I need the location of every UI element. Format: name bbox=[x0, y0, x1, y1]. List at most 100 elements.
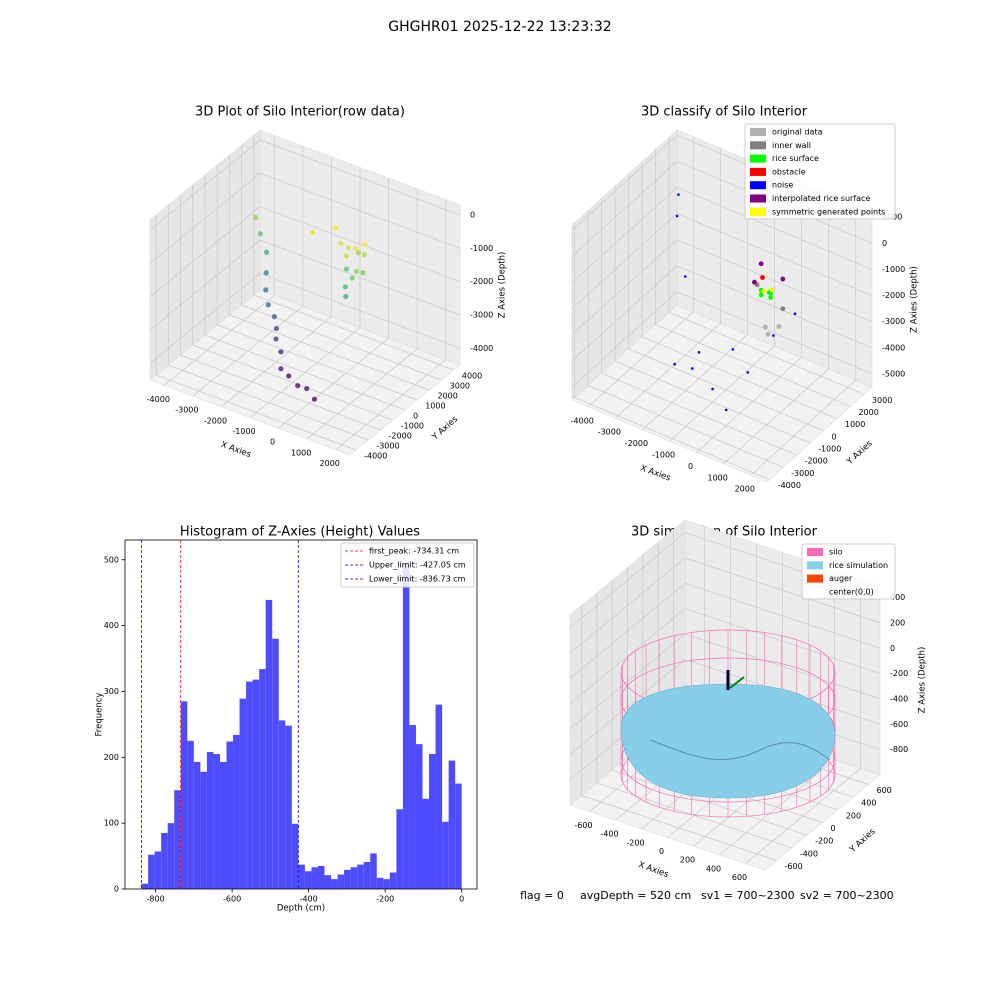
data-point bbox=[752, 279, 757, 285]
grid-line bbox=[723, 368, 829, 465]
data-point bbox=[769, 287, 775, 293]
y-tick-label: 200 bbox=[846, 811, 861, 820]
data-point bbox=[684, 275, 687, 278]
grid-line bbox=[149, 173, 261, 264]
grid-line bbox=[571, 291, 678, 388]
y-tick-label: 2000 bbox=[858, 408, 878, 417]
bar bbox=[219, 761, 227, 889]
grid-line bbox=[571, 187, 678, 283]
grid-line bbox=[155, 374, 357, 451]
legend-swatch bbox=[807, 587, 823, 596]
grid-line bbox=[588, 311, 694, 408]
data-point bbox=[776, 324, 782, 329]
x-tick-label: -3000 bbox=[175, 406, 198, 415]
grid-line bbox=[628, 348, 824, 432]
data-point bbox=[765, 331, 771, 337]
chart-title: Histogram of Z-Axies (Height) Values bbox=[180, 525, 420, 540]
chart-title: 3D classify of Silo Interior bbox=[641, 105, 808, 120]
x-tick-label: 0 bbox=[459, 895, 464, 904]
data-point bbox=[263, 287, 269, 293]
y-tick-label: 2000 bbox=[437, 392, 457, 401]
data-point bbox=[304, 385, 310, 392]
z-axis-label: Z Axies (Depth) bbox=[910, 266, 920, 333]
grid-line bbox=[180, 354, 381, 431]
bar bbox=[317, 865, 325, 889]
data-point bbox=[673, 362, 676, 366]
data-point bbox=[286, 373, 292, 379]
grid-line bbox=[259, 139, 461, 216]
x-tick-label: -200 bbox=[376, 895, 394, 904]
x-tick-label: -1000 bbox=[232, 427, 255, 436]
y-tick-label: 4000 bbox=[462, 372, 482, 381]
data-point bbox=[780, 306, 786, 312]
grid-line bbox=[259, 273, 461, 349]
z-tick-label: -3000 bbox=[470, 311, 493, 320]
x-tick-label: -3000 bbox=[598, 428, 621, 437]
data-point bbox=[342, 284, 348, 290]
bar bbox=[409, 725, 416, 889]
y-axis-label: Frequency bbox=[95, 693, 105, 737]
legend-label: symmetric generated points bbox=[772, 207, 885, 216]
z-tick-label: -800 bbox=[890, 745, 908, 754]
bar bbox=[442, 821, 449, 889]
grid-line bbox=[668, 311, 865, 395]
data-point bbox=[338, 240, 344, 247]
y-tick-label: 0 bbox=[114, 885, 119, 894]
legend-swatch bbox=[750, 128, 766, 136]
y-tick-label: 0 bbox=[413, 412, 418, 421]
data-point bbox=[761, 288, 767, 294]
z-tick-label: -4000 bbox=[882, 343, 905, 352]
bar bbox=[429, 754, 436, 889]
grid-line bbox=[168, 364, 369, 441]
bar bbox=[363, 862, 371, 889]
x-tick-label: 400 bbox=[706, 864, 721, 873]
bar bbox=[455, 783, 462, 889]
surface-model bbox=[620, 629, 836, 818]
grid-line bbox=[684, 608, 881, 674]
x-axis-label: Depth (cm) bbox=[277, 904, 325, 914]
legend-box bbox=[801, 543, 896, 600]
bar bbox=[389, 872, 397, 889]
x-tick-label: -600 bbox=[574, 821, 592, 830]
grid-line bbox=[571, 239, 678, 335]
legend-label: auger bbox=[829, 574, 853, 583]
data-point bbox=[273, 325, 280, 332]
y-tick-label: 1000 bbox=[845, 420, 865, 429]
y-tick-label: -600 bbox=[785, 862, 803, 871]
grid-line bbox=[669, 345, 775, 442]
grid-line bbox=[641, 336, 838, 419]
legend-label: noise bbox=[772, 181, 793, 190]
bar bbox=[422, 798, 430, 889]
data-point bbox=[780, 276, 786, 282]
grid-line bbox=[676, 187, 873, 270]
x-tick-label: 0 bbox=[659, 847, 664, 856]
grid-line bbox=[192, 344, 393, 421]
y-tick-label: 3000 bbox=[872, 396, 892, 405]
data-point bbox=[273, 336, 279, 342]
grid-line bbox=[684, 583, 881, 649]
x-tick-label: 0 bbox=[688, 462, 693, 471]
data-point bbox=[349, 275, 355, 281]
grid-line bbox=[601, 372, 797, 456]
z-tick-label: -1000 bbox=[882, 265, 905, 274]
x-tick-label: -600 bbox=[223, 895, 241, 904]
legend-swatch bbox=[750, 194, 766, 203]
grid-line bbox=[615, 322, 721, 419]
y-tick-label: -3000 bbox=[791, 469, 814, 478]
legend-label: obstacle bbox=[772, 167, 806, 176]
data-point bbox=[362, 241, 368, 247]
x-tick-label: -800 bbox=[147, 895, 165, 904]
grid-line bbox=[676, 265, 873, 349]
data-point bbox=[793, 312, 797, 316]
grid-line bbox=[574, 397, 770, 480]
grid-line bbox=[750, 379, 856, 476]
y-tick-label: 3000 bbox=[450, 382, 470, 391]
bar bbox=[167, 823, 175, 889]
y-tick-label: 100 bbox=[104, 819, 119, 828]
bar bbox=[311, 867, 318, 889]
bar bbox=[285, 725, 292, 889]
x-tick-label: 600 bbox=[732, 873, 747, 882]
bar bbox=[448, 760, 456, 889]
z-tick-label: 200 bbox=[890, 619, 905, 628]
